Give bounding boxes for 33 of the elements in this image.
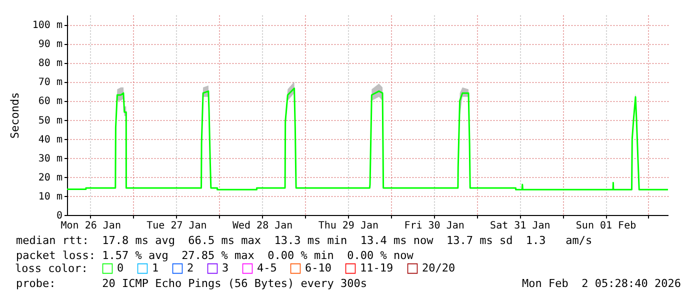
x-tick-label: Mon 26 Jan — [60, 220, 121, 232]
y-tick-label: 40 m — [38, 134, 62, 146]
legend-label: 0 — [117, 262, 124, 275]
x-tick-label: Thu 29 Jan — [318, 220, 379, 232]
legend-label: 3 — [222, 262, 229, 275]
x-tick-label: Fri 30 Jan — [404, 220, 464, 232]
legend-label: 6-10 — [305, 262, 332, 275]
text: median rtt: 17.8 ms avg 66.5 ms max 13.3 ms min 13.4 ms now 13.7 ms sd 1.3 am/s — [16, 234, 592, 247]
legend-label: 4-5 — [257, 262, 277, 275]
legend-label: 1 — [152, 262, 159, 275]
legend-label: 11-19 — [360, 262, 394, 275]
legend-title: loss color: — [15, 262, 88, 275]
x-tick-label: Sat 31 Jan — [490, 220, 550, 232]
x-tick-label: Sun 01 Feb — [576, 220, 636, 232]
x-tick-label: Tue 27 Jan — [146, 220, 207, 232]
y-tick-label: 70 m — [38, 77, 62, 88]
y-tick-label: 30 m — [38, 153, 62, 164]
text: probe: 20 ICMP Echo Pings (56 Bytes) every 300s — [16, 277, 367, 290]
legend-label: 2 — [187, 262, 194, 275]
y-tick-label: 20 m — [38, 172, 62, 184]
y-axis-title: Seconds — [8, 92, 22, 139]
y-tick-label: 80 m — [38, 58, 62, 70]
y-tick-label: 50 m — [38, 115, 62, 126]
y-tick-label: 0 — [56, 210, 62, 222]
text: Mon Feb 2 05:28:40 2026 — [522, 277, 681, 290]
y-tick-label: 100 m — [32, 20, 62, 32]
y-tick-label: 60 m — [38, 96, 62, 108]
x-tick-label: Wed 28 Jan — [232, 220, 293, 232]
y-tick-label: 90 m — [38, 39, 62, 50]
legend-label: 20/20 — [422, 262, 456, 275]
y-tick-label: 10 m — [38, 191, 62, 202]
line-series — [66, 88, 669, 190]
text: packet loss: 1.57 % avg 27.85 % max 0.00 % min 0.00 % now — [16, 249, 414, 262]
